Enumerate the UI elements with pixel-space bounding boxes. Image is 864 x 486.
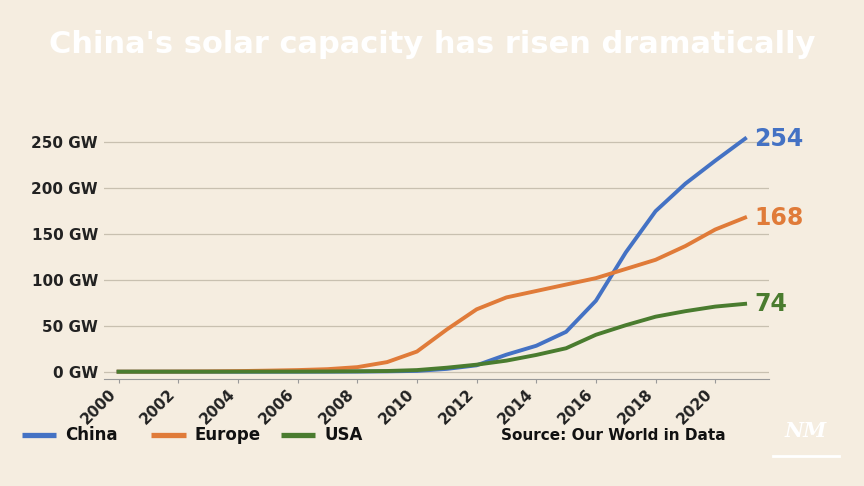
- Text: USA: USA: [324, 426, 362, 445]
- Text: China's solar capacity has risen dramatically: China's solar capacity has risen dramati…: [48, 31, 816, 59]
- Text: 254: 254: [754, 127, 804, 151]
- Text: 168: 168: [754, 206, 804, 229]
- Text: NM: NM: [785, 421, 827, 441]
- Text: China: China: [65, 426, 118, 445]
- Text: Source: Our World in Data: Source: Our World in Data: [501, 428, 726, 443]
- Text: 74: 74: [754, 292, 787, 316]
- Text: Europe: Europe: [194, 426, 261, 445]
